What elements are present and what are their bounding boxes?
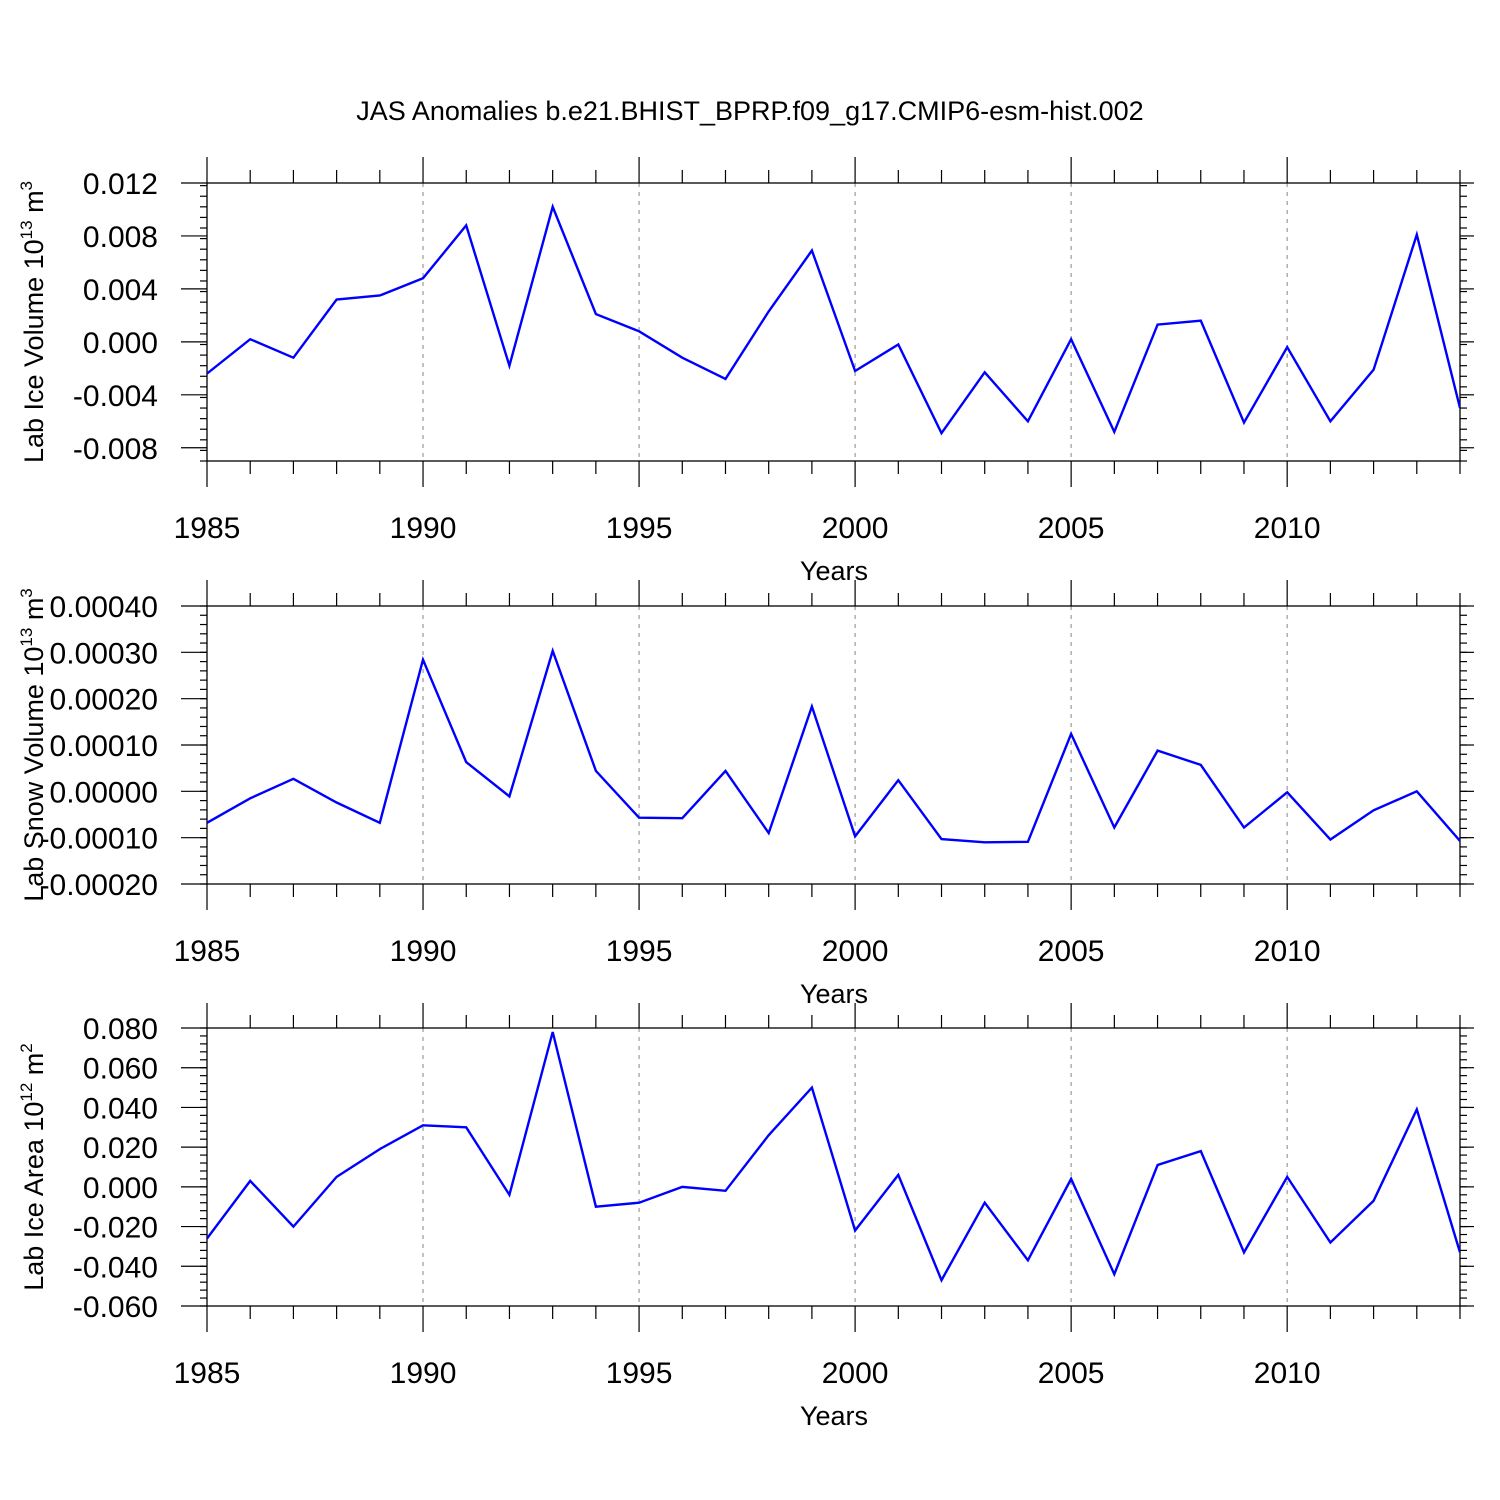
x-tick-label: 2010 [1254, 935, 1321, 968]
x-tick-label: 1995 [606, 1357, 673, 1390]
y-tick-label: 0.004 [83, 274, 158, 307]
y-tick-label: 0.00040 [50, 591, 158, 624]
x-tick-label: 1990 [390, 935, 457, 968]
plot-frame [206, 605, 1461, 885]
panel-ice-area: -0.060 -0.040 -0.020 0.000 0.020 0.040 0.060 0.… [17, 1003, 1474, 1431]
y-tick-label: -0.00010 [40, 823, 158, 856]
y-tick-label: 0.00000 [50, 776, 158, 809]
y-tick-label: -0.00020 [40, 869, 158, 902]
y-axis-title: Lab Ice Volume 1013 m3 [17, 181, 49, 463]
x-tick-label: 2000 [822, 935, 889, 968]
series-line [207, 1031, 1460, 1283]
y-tick-label: -0.040 [73, 1251, 158, 1284]
x-tick-label: 2000 [822, 512, 889, 545]
x-tick-label: 2010 [1254, 512, 1321, 545]
y-tick-label: 0.080 [83, 1013, 158, 1046]
x-tick-label: 1990 [390, 512, 457, 545]
x-tick-label: 2010 [1254, 1357, 1321, 1390]
x-tick-label: 1995 [606, 512, 673, 545]
panel-snow-volume: -0.00020 -0.00010 0.00000 0.00010 0.00020 0.0… [17, 580, 1474, 1009]
x-tick-label: 1985 [174, 935, 241, 968]
x-tick-label: 2005 [1038, 512, 1105, 545]
series-line [207, 647, 1460, 844]
main-title: JAS Anomalies b.e21.BHIST_BPRP.f09_g17.C… [356, 96, 1143, 126]
x-tick-label: 1985 [174, 1357, 241, 1390]
y-tick-label: 0.00010 [50, 730, 158, 763]
x-tick-label: 2005 [1038, 1357, 1105, 1390]
x-tick-label: 1995 [606, 935, 673, 968]
x-axis-title: Years [800, 1401, 868, 1431]
y-tick-label: 0.008 [83, 221, 158, 254]
y-tick-label: 0.060 [83, 1053, 158, 1086]
y-tick-label: 0.000 [83, 1172, 158, 1205]
x-tick-label: 1990 [390, 1357, 457, 1390]
y-tick-label: -0.060 [73, 1291, 158, 1324]
x-tick-label: 2000 [822, 1357, 889, 1390]
y-axis-title: Lab Snow Volume 1013 m3 [17, 588, 49, 902]
y-tick-label: 0.020 [83, 1132, 158, 1165]
series-line [207, 203, 1460, 436]
y-tick-label: 0.00020 [50, 684, 158, 717]
y-tick-label: 0.00030 [50, 637, 158, 670]
x-tick-label: 2005 [1038, 935, 1105, 968]
y-axis-title: Lab Ice Area 1012 m2 [17, 1043, 49, 1291]
plot-frame [206, 1027, 1461, 1307]
y-tick-label: 0.040 [83, 1092, 158, 1125]
y-tick-label: -0.004 [73, 380, 158, 413]
y-tick-label: -0.020 [73, 1212, 158, 1245]
x-tick-label: 1985 [174, 512, 241, 545]
panel-ice-volume: -0.008 -0.004 0.000 0.004 0.008 0.012 1985 1990… [17, 157, 1474, 586]
plot-frame [206, 182, 1461, 462]
x-axis-title: Years [800, 979, 868, 1009]
y-tick-label: 0.012 [83, 168, 158, 201]
x-axis-title: Years [800, 556, 868, 586]
y-tick-label: -0.008 [73, 433, 158, 466]
y-tick-label: 0.000 [83, 327, 158, 360]
